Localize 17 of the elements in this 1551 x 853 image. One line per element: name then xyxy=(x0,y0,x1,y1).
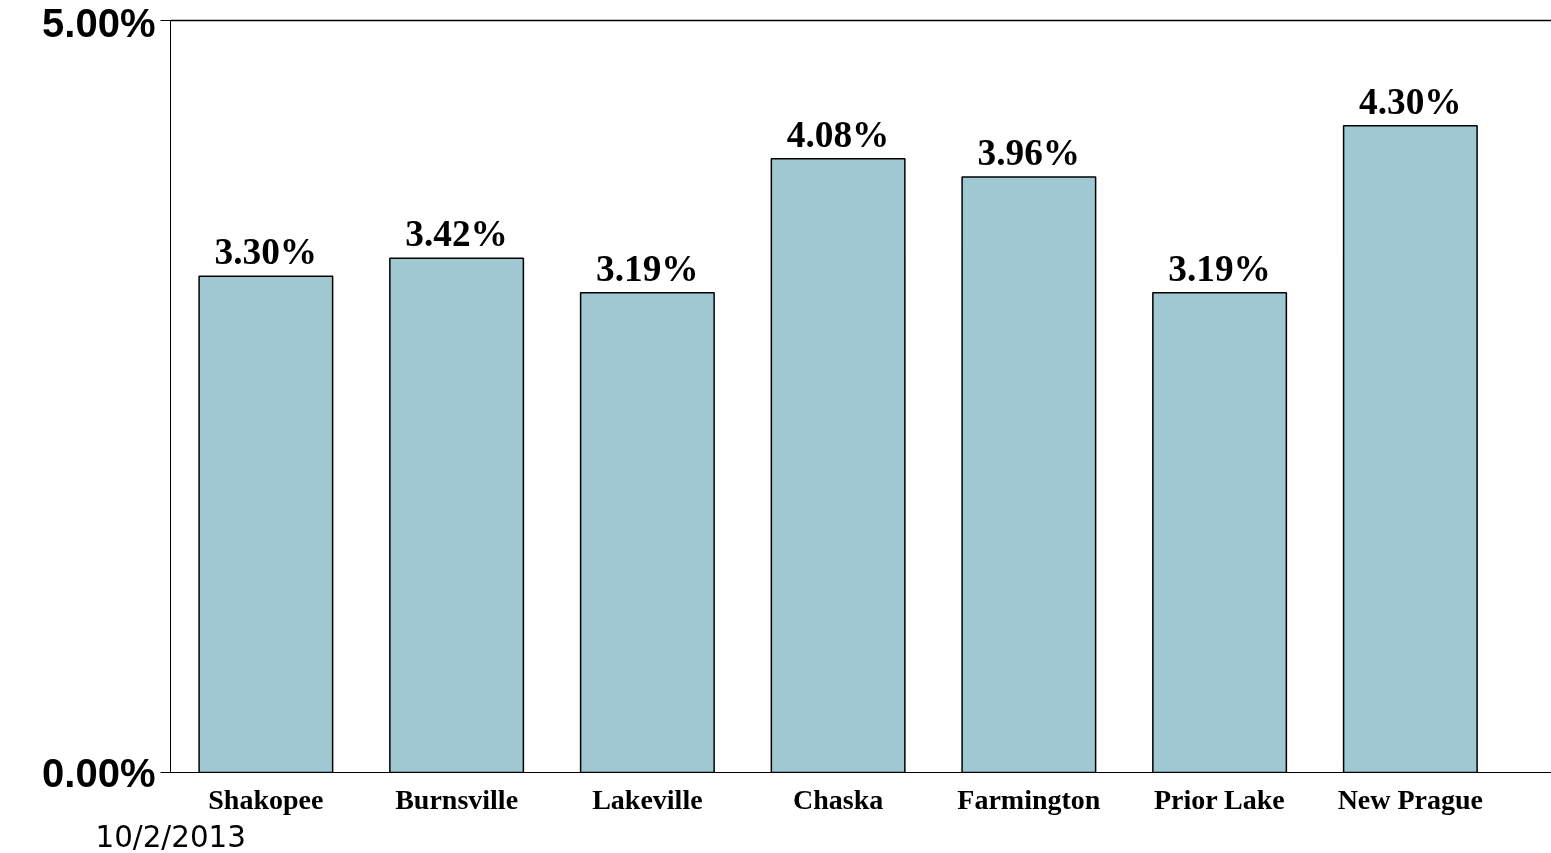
x-tick-label: Farmington xyxy=(957,783,1101,815)
x-tick-label: Chaska xyxy=(792,783,884,815)
y-tick-label: 0.00% xyxy=(42,750,156,795)
data-label: 4.30% xyxy=(1359,80,1462,122)
data-label: 3.19% xyxy=(596,247,699,289)
x-tick-label: New Prague xyxy=(1337,783,1484,815)
text: 10/2/2013 xyxy=(95,819,246,853)
y-tick-label: 5.00% xyxy=(42,0,156,45)
data-label: 3.96% xyxy=(977,131,1081,173)
data-label: 4.08% xyxy=(786,113,890,155)
x-tick-label: Burnsville xyxy=(395,783,519,815)
x-tick-label: Shakopee xyxy=(208,783,324,815)
data-label: 3.42% xyxy=(405,213,508,255)
x-tick-label: Prior Lake xyxy=(1153,783,1285,815)
data-label: 3.30% xyxy=(214,231,318,273)
data-label: 3.19% xyxy=(1168,247,1271,289)
x-tick-label: Lakeville xyxy=(592,783,703,815)
